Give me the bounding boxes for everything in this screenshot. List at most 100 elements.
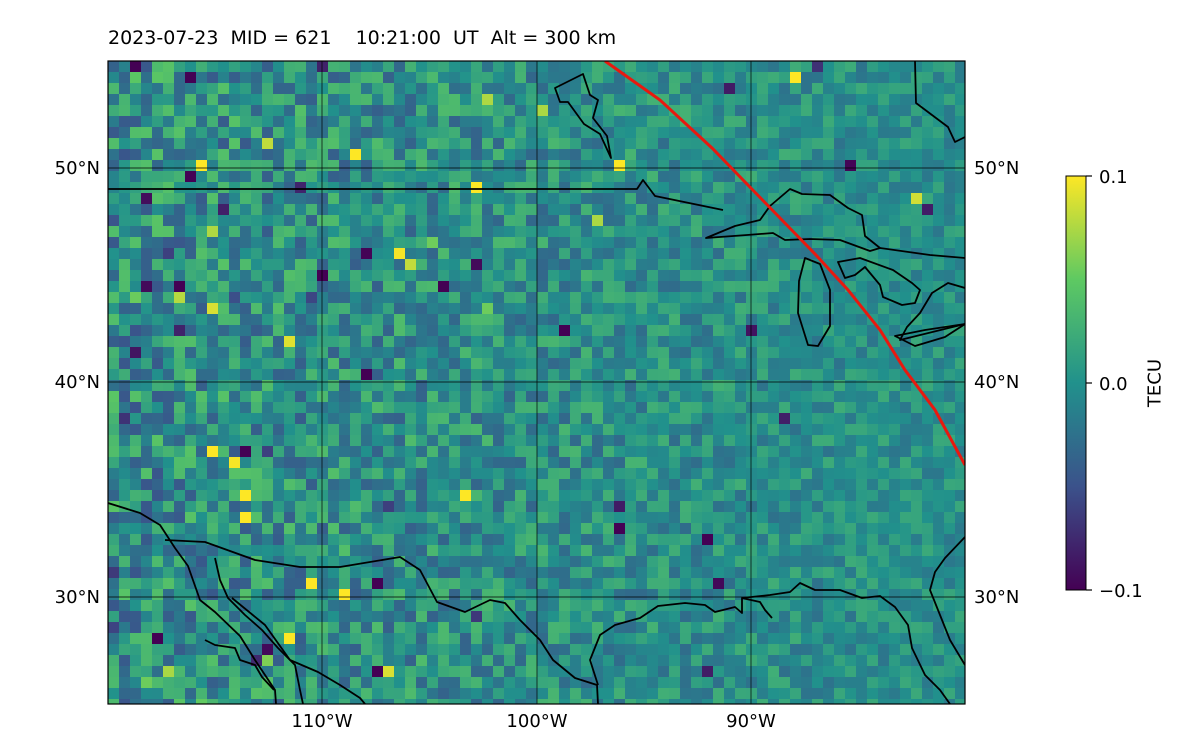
tec-cell	[856, 677, 867, 688]
tec-cell	[449, 622, 460, 633]
tec-cell	[141, 369, 152, 380]
tec-cell	[471, 468, 482, 479]
tec-cell	[240, 215, 251, 226]
tec-cell	[559, 501, 570, 512]
tec-cell	[878, 259, 889, 270]
terminator-line	[604, 61, 965, 466]
tec-cell	[570, 622, 581, 633]
tec-cell	[856, 534, 867, 545]
tec-cell	[757, 127, 768, 138]
tec-cell	[317, 83, 328, 94]
tec-cell	[889, 633, 900, 644]
tec-cell	[438, 193, 449, 204]
tec-cell	[196, 281, 207, 292]
tec-cell	[548, 523, 559, 534]
tec-cell	[878, 424, 889, 435]
tec-cell	[119, 611, 130, 622]
lat-label-30-right: 30°N	[974, 587, 1019, 608]
tec-cell	[570, 556, 581, 567]
tec-cell	[922, 204, 933, 215]
tec-cell	[251, 336, 262, 347]
tec-cell	[801, 666, 812, 677]
tec-cell	[680, 380, 691, 391]
tec-cell	[713, 314, 724, 325]
tec-cell	[526, 523, 537, 534]
tec-cell	[471, 413, 482, 424]
tec-cell	[790, 446, 801, 457]
tec-cell	[636, 171, 647, 182]
tec-cell	[922, 633, 933, 644]
tec-cell	[372, 61, 383, 72]
tec-cell	[471, 226, 482, 237]
tec-cell	[691, 424, 702, 435]
tec-cell	[779, 303, 790, 314]
tec-cell	[515, 578, 526, 589]
tec-cell	[427, 391, 438, 402]
tec-cell	[537, 446, 548, 457]
tec-cell	[889, 204, 900, 215]
tec-cell	[240, 281, 251, 292]
tec-cell	[548, 622, 559, 633]
tec-cell	[504, 292, 515, 303]
tec-cell	[383, 655, 394, 666]
tec-cell	[856, 402, 867, 413]
tec-cell	[625, 622, 636, 633]
tec-cell	[119, 633, 130, 644]
tec-cell	[548, 391, 559, 402]
tec-cell	[636, 314, 647, 325]
tec-cell	[328, 655, 339, 666]
tec-cell	[438, 336, 449, 347]
tec-cell	[163, 248, 174, 259]
tec-cell	[592, 424, 603, 435]
tec-cell	[163, 226, 174, 237]
tec-cell	[240, 567, 251, 578]
tec-cell	[911, 523, 922, 534]
tec-cell	[493, 149, 504, 160]
tec-cell	[647, 424, 658, 435]
tec-cell	[603, 556, 614, 567]
tec-cell	[504, 369, 515, 380]
tec-cell	[361, 369, 372, 380]
tec-cell	[339, 512, 350, 523]
tec-cell	[658, 567, 669, 578]
tec-cell	[922, 666, 933, 677]
tec-cell	[702, 105, 713, 116]
tec-cell	[702, 699, 713, 704]
tec-cell	[955, 391, 965, 402]
tec-cell	[229, 138, 240, 149]
tec-cell	[779, 127, 790, 138]
tec-cell	[746, 512, 757, 523]
tec-cell	[581, 248, 592, 259]
tec-cell	[801, 303, 812, 314]
tec-cell	[394, 622, 405, 633]
tec-cell	[790, 468, 801, 479]
tec-cell	[625, 314, 636, 325]
tec-cell	[262, 358, 273, 369]
tec-cell	[449, 534, 460, 545]
tec-cell	[383, 72, 394, 83]
tec-cell	[680, 567, 691, 578]
tec-cell	[581, 699, 592, 704]
tec-cell	[856, 655, 867, 666]
tec-cell	[339, 303, 350, 314]
tec-cell	[713, 479, 724, 490]
tec-cell	[262, 534, 273, 545]
tec-cell	[218, 171, 229, 182]
tec-cell	[680, 303, 691, 314]
tec-cell	[273, 380, 284, 391]
tec-cell	[823, 347, 834, 358]
tec-cell	[515, 424, 526, 435]
tec-cell	[427, 204, 438, 215]
tec-cell	[735, 633, 746, 644]
tec-cell	[207, 534, 218, 545]
tec-cell	[284, 303, 295, 314]
tec-cell	[845, 336, 856, 347]
tec-cell	[669, 369, 680, 380]
tec-cell	[361, 622, 372, 633]
tec-cell	[779, 545, 790, 556]
tec-cell	[570, 644, 581, 655]
tec-cell	[801, 325, 812, 336]
tec-cell	[372, 391, 383, 402]
tec-cell	[823, 314, 834, 325]
tec-cell	[163, 677, 174, 688]
